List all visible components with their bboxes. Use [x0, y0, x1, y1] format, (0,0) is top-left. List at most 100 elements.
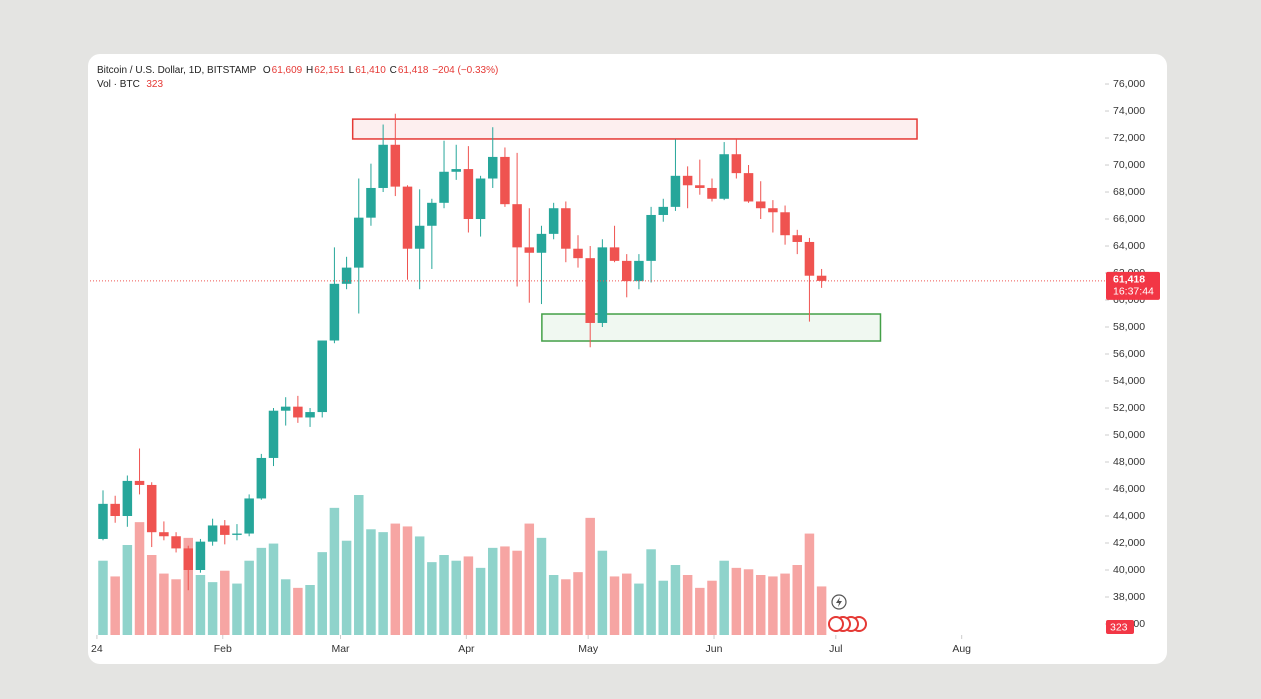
volume-pane	[98, 495, 827, 635]
volume-bar	[621, 573, 632, 635]
volume-bar	[256, 547, 267, 635]
zone	[351, 118, 918, 140]
candle-body	[146, 484, 157, 533]
candle-body	[122, 480, 133, 517]
volume-bar	[305, 585, 315, 635]
volume-bar	[512, 550, 522, 635]
y-tick-label: 52,000	[1113, 402, 1145, 414]
candle-body	[414, 225, 425, 249]
x-tick-label: Jun	[706, 643, 723, 655]
candle-body	[110, 503, 120, 517]
y-tick-label: 56,000	[1113, 348, 1145, 360]
candle-body	[768, 208, 778, 213]
candle-body	[731, 154, 742, 174]
countdown: 16:37:44	[1113, 286, 1154, 298]
volume-bar	[195, 575, 206, 635]
candle-body	[609, 247, 620, 261]
icon	[828, 616, 844, 632]
candle-body	[475, 178, 486, 220]
price-label-box	[1106, 271, 1160, 300]
candle-body	[670, 175, 681, 207]
y-tick-label: 38,000	[1113, 591, 1145, 603]
candle-body	[207, 525, 218, 542]
change: −204 (−0.33%)	[432, 65, 499, 76]
volume-bar	[658, 580, 669, 635]
volume-bar	[695, 587, 705, 635]
volume-bar	[500, 546, 510, 635]
volume-bar	[317, 552, 327, 635]
price-legend: Bitcoin / U.S. Dollar, 1D, BITSTAMP O61,…	[97, 64, 499, 78]
h-label: H	[306, 65, 314, 76]
y-tick-label: 48,000	[1113, 456, 1145, 468]
candle-body	[402, 186, 413, 249]
volume-bar	[707, 580, 717, 635]
candle-body	[561, 208, 571, 249]
x-tick-label: Aug	[952, 643, 971, 655]
candle-body	[682, 175, 693, 186]
candle-body	[317, 340, 327, 413]
volume-bar	[122, 545, 133, 635]
x-tick-label: 24	[91, 643, 103, 655]
volume-bar	[427, 562, 437, 635]
candle-body	[220, 525, 230, 535]
candle-body	[378, 144, 388, 188]
volume-bar	[220, 570, 230, 635]
candle-body	[451, 169, 461, 172]
candle-body	[719, 154, 729, 199]
candle-body	[329, 283, 340, 341]
volume-bar	[98, 560, 108, 635]
candle-body	[390, 144, 401, 187]
y-tick-label: 50,000	[1113, 429, 1145, 441]
volume-bar	[134, 522, 145, 635]
candle-body	[646, 214, 656, 261]
candle-body	[488, 156, 498, 179]
candle-body	[159, 532, 169, 537]
y-tick-label: 40,000	[1113, 564, 1145, 576]
volume-bar	[524, 523, 535, 635]
candle-body	[268, 410, 279, 458]
y-tick-label: 44,000	[1113, 510, 1145, 522]
candle-body	[439, 171, 449, 203]
y-tick-label: 72,000	[1113, 132, 1145, 144]
candle-body	[780, 212, 790, 236]
candle-body	[98, 503, 108, 539]
candle-body	[366, 187, 376, 218]
vol-value: 323	[146, 79, 164, 90]
volume-bar	[159, 573, 169, 635]
candle-body	[427, 202, 437, 226]
volume-legend: Vol · BTC 323	[97, 78, 499, 92]
y-tick-label: 54,000	[1113, 375, 1145, 387]
candle-body	[792, 235, 803, 242]
volume-bar	[573, 572, 583, 635]
volume-bar	[439, 555, 449, 635]
volume-bar	[743, 569, 754, 635]
volume-bar	[755, 575, 766, 635]
x-tick-label: Mar	[331, 643, 350, 655]
volume-label-box	[1106, 620, 1134, 634]
volume-bar	[463, 556, 474, 635]
volume-bar	[731, 567, 742, 635]
volume-bar	[354, 495, 364, 635]
candle-body	[597, 247, 608, 323]
volume-bar	[341, 540, 352, 635]
volume-bar	[207, 582, 218, 635]
x-tick-label: May	[578, 643, 599, 655]
y-tick-label: 46,000	[1113, 483, 1145, 495]
c-label: C	[389, 65, 397, 76]
o-label: O	[262, 65, 271, 76]
o-value: 61,609	[271, 65, 303, 76]
symbol: Bitcoin / U.S. Dollar, 1D, BITSTAMP	[97, 65, 257, 76]
y-tick-label: 66,000	[1113, 213, 1145, 225]
candle-body	[280, 406, 291, 411]
candle-body	[256, 457, 267, 499]
volume-bar	[475, 567, 486, 635]
volume-bar	[646, 549, 656, 635]
candle-body	[305, 412, 315, 418]
candle-body	[463, 169, 474, 220]
volume-bar	[816, 586, 827, 635]
volume-bar	[792, 565, 803, 635]
volume-bar	[585, 517, 595, 635]
volume-bar	[488, 547, 498, 635]
volume-bar	[378, 532, 388, 635]
